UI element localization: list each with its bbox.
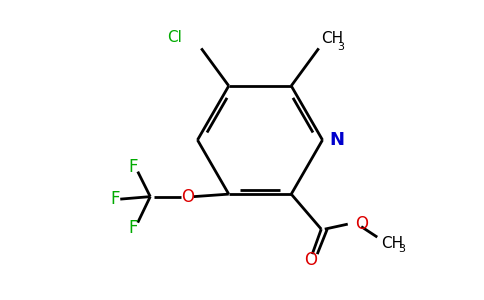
Text: 3: 3 xyxy=(398,244,405,254)
Text: O: O xyxy=(355,215,368,233)
Text: O: O xyxy=(304,251,317,269)
Text: F: F xyxy=(110,190,120,208)
Text: N: N xyxy=(329,131,344,149)
Text: CH: CH xyxy=(381,236,403,250)
Text: CH: CH xyxy=(321,31,343,46)
Text: Cl: Cl xyxy=(167,30,182,45)
Text: O: O xyxy=(181,188,194,206)
Text: 3: 3 xyxy=(337,42,344,52)
Text: F: F xyxy=(128,158,137,175)
Text: F: F xyxy=(128,219,137,237)
